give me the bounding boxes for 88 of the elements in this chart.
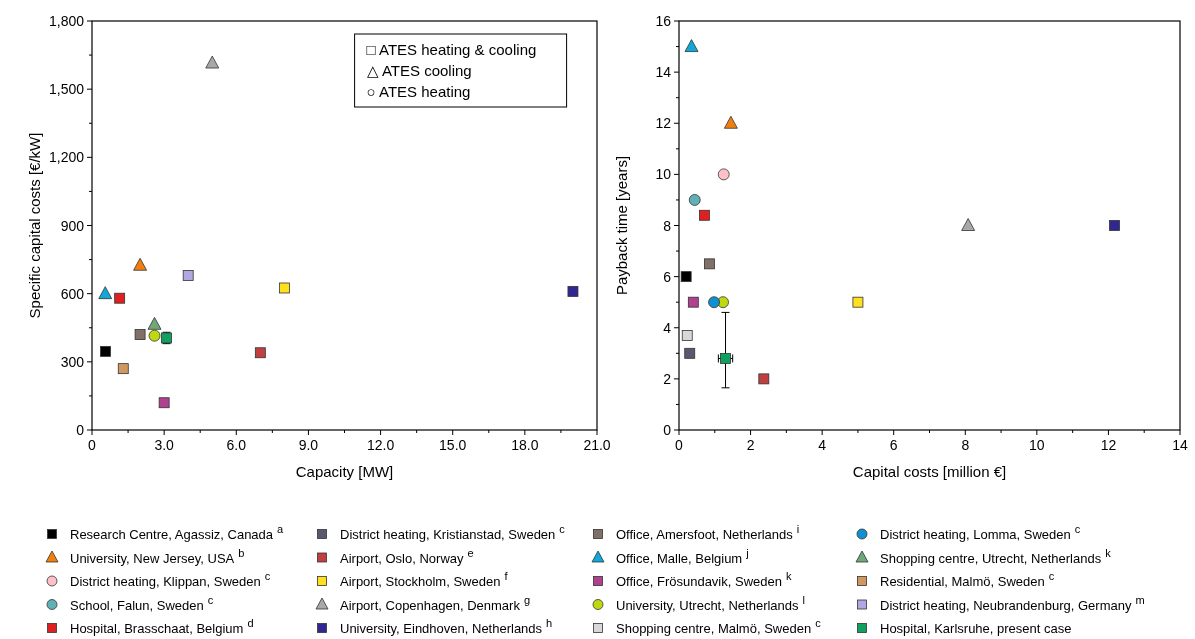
y-tick-label: 1,200 xyxy=(48,149,85,166)
legend-label: Office, Frösundavik, Sweden$^{k}$ xyxy=(616,570,792,589)
point xyxy=(1109,220,1120,231)
point xyxy=(117,363,129,375)
y-tick-label: 300 xyxy=(60,353,85,370)
point xyxy=(98,286,113,300)
annotation: ○ ATES heating xyxy=(366,83,471,100)
y-tick-label: 1,800 xyxy=(48,13,85,29)
point xyxy=(688,194,701,206)
point xyxy=(681,330,693,341)
point xyxy=(684,347,696,359)
x-tick-label: 12 xyxy=(1100,437,1117,453)
y-tick-label: 2 xyxy=(663,370,672,387)
point xyxy=(278,282,290,294)
x-tick-label: 15.0 xyxy=(439,437,467,453)
y-tick-label: 8 xyxy=(663,217,672,234)
point xyxy=(723,115,738,129)
point xyxy=(114,292,126,304)
x-tick-label: 12.0 xyxy=(366,437,395,453)
x-tick-label: 6 xyxy=(889,437,898,453)
x-axis-title: Capacity [MW] xyxy=(295,463,394,480)
legend-label: Office, Amersfoot, Netherlands$^{i}$ xyxy=(616,523,800,542)
legend-label: University, Utrecht, Netherlands$^{l}$ xyxy=(616,593,806,613)
point xyxy=(205,55,220,69)
y-tick-label: 12 xyxy=(655,115,672,132)
x-tick-label: 0 xyxy=(88,437,97,453)
y-tick-label: 6 xyxy=(663,268,672,285)
annotation: □ ATES heating & cooling xyxy=(366,41,537,58)
x-tick-label: 4 xyxy=(818,437,827,453)
point xyxy=(680,271,692,283)
y-tick-label: 0 xyxy=(76,422,85,438)
legend-label: Research Centre, Agassiz, Canada$^{a}$ xyxy=(70,523,285,542)
y-tick-label: 0 xyxy=(663,422,672,438)
point xyxy=(148,329,161,342)
point xyxy=(687,296,699,308)
annotation: △ ATES cooling xyxy=(366,62,472,79)
legend-label: Shopping centre, Utrecht, Netherlands$^{k}$ xyxy=(880,546,1112,566)
point xyxy=(133,257,147,271)
point xyxy=(100,345,111,357)
legend-label: District heating, Klippan, Sweden$^{c}$ xyxy=(70,570,271,589)
y-tick-label: 16 xyxy=(655,13,672,29)
point xyxy=(134,329,146,340)
point xyxy=(852,296,864,308)
x-tick-label: 3.0 xyxy=(154,437,175,453)
legend-label: Hospital, Brasschaat, Belgium$^{d}$ xyxy=(70,617,254,636)
x-tick-label: 0 xyxy=(675,437,684,453)
y-tick-label: 14 xyxy=(655,64,672,81)
point xyxy=(704,258,715,270)
point xyxy=(717,168,730,181)
x-axis-title: Capital costs [million €] xyxy=(852,463,1007,480)
point xyxy=(182,270,194,281)
point xyxy=(708,296,720,309)
y-tick-label: 4 xyxy=(663,319,672,336)
y-tick-label: 1,500 xyxy=(48,81,85,98)
x-tick-label: 10 xyxy=(1029,437,1045,453)
y-axis-title: Payback time [years] xyxy=(613,155,630,296)
x-tick-label: 21.0 xyxy=(583,437,611,453)
point xyxy=(158,397,170,409)
legend-label: District heating, Kristianstad, Sweden$^{c}$ xyxy=(340,523,566,542)
x-tick-label: 18.0 xyxy=(511,437,539,453)
x-tick-label: 6.0 xyxy=(226,437,247,453)
legend-label: District heating, Lomma, Sweden$^{c}$ xyxy=(880,523,1081,542)
x-tick-label: 2 xyxy=(746,437,755,453)
legend-label: University, Eindhoven, Netherlands$^{h}$ xyxy=(340,617,553,636)
y-tick-label: 10 xyxy=(655,166,672,183)
point xyxy=(684,39,699,52)
legend-label: Shopping centre, Malmö, Sweden$^{c}$ xyxy=(616,617,822,636)
y-tick-label: 600 xyxy=(60,285,85,302)
x-tick-label: 14 xyxy=(1172,437,1188,453)
legend-label: Office, Malle, Belgium$^{j}$ xyxy=(616,546,749,566)
point xyxy=(147,316,162,330)
legend-label: Hospital, Karlsruhe, present case xyxy=(880,621,1072,636)
legend-label: Airport, Copenhagen, Denmark$^{g}$ xyxy=(340,593,531,613)
point xyxy=(758,373,770,385)
legend-label: University, New Jersey, USA$^{b}$ xyxy=(70,546,245,566)
y-tick-label: 900 xyxy=(60,217,85,234)
legend-label: District heating, Neubrandenburg, Germany$^{m}$ xyxy=(880,593,1145,613)
y-axis-title: Specific capital costs [€/kW] xyxy=(26,132,43,319)
point xyxy=(254,347,266,359)
legend-label: School, Falun, Sweden$^{c}$ xyxy=(70,593,214,613)
legend-label: Airport, Oslo, Norway$^{e}$ xyxy=(340,546,474,566)
point xyxy=(961,218,976,231)
legend-label: Residential, Malmö, Sweden$^{c}$ xyxy=(880,570,1055,589)
point xyxy=(567,285,579,297)
point xyxy=(699,209,710,221)
legend-label: Airport, Stockholm, Sweden$^{f}$ xyxy=(340,570,509,589)
x-tick-label: 9.0 xyxy=(298,437,319,453)
x-tick-label: 8 xyxy=(961,437,970,453)
